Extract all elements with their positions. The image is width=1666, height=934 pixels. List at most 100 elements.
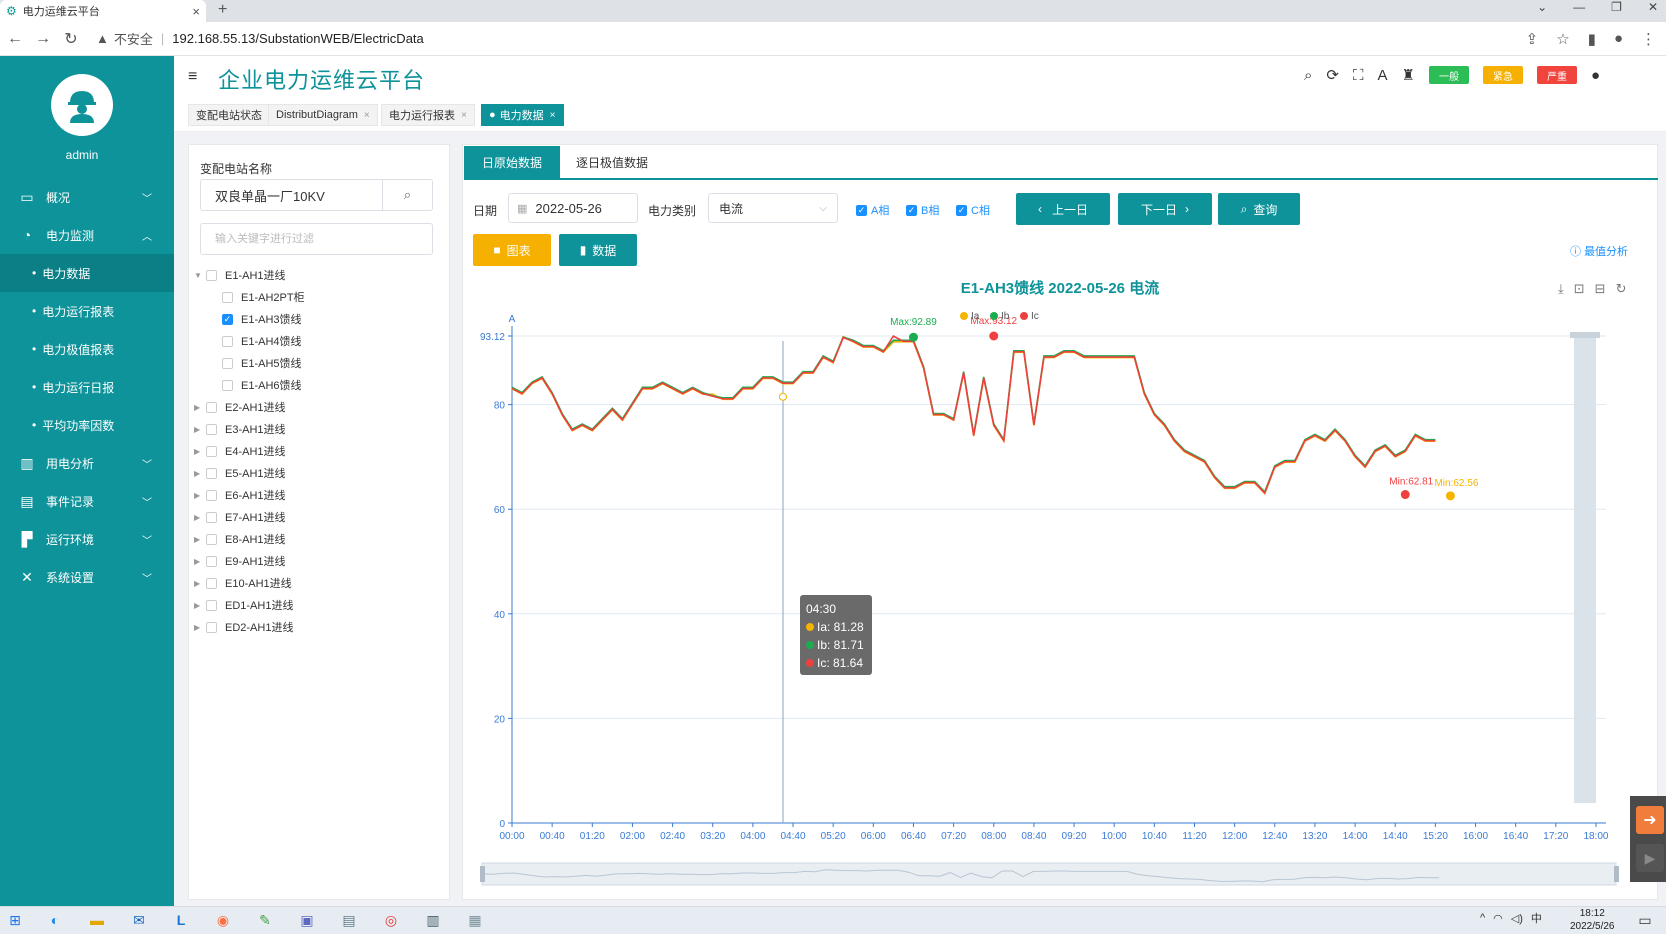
caret-right-icon[interactable]: ▶ <box>194 446 201 456</box>
level-severe-badge[interactable]: 严重 <box>1536 66 1577 84</box>
tree-node[interactable]: ✓ E1-AH3馈线 <box>194 308 434 330</box>
date-picker[interactable]: ▦ 2022-05-26 <box>508 193 638 223</box>
caret-right-icon[interactable]: ▶ <box>194 490 201 500</box>
clock[interactable]: 18:12 2022/5/26 <box>1570 907 1615 933</box>
close-icon[interactable]: × <box>363 109 370 121</box>
level-urgent-badge[interactable]: 紧急 <box>1482 66 1523 84</box>
tree-node[interactable]: ▶ E2-AH1进线 <box>194 396 434 418</box>
font-size-icon[interactable]: A <box>1377 66 1388 84</box>
app-icon[interactable]: ▣ <box>300 911 314 928</box>
checkbox[interactable] <box>206 269 217 281</box>
checkbox[interactable] <box>206 445 217 457</box>
caret-right-icon[interactable]: ▶ <box>194 578 201 588</box>
tree-node[interactable]: ▶ E4-AH1进线 <box>194 440 434 462</box>
checkbox[interactable] <box>206 423 217 435</box>
zoom-icon[interactable]: ⊡ <box>1573 281 1585 296</box>
checkbox[interactable] <box>206 511 217 523</box>
chevron-up-icon[interactable]: ^ <box>1480 912 1486 924</box>
download-icon[interactable]: ⤓ <box>1558 281 1564 296</box>
submenu-daily-report[interactable]: • 电力运行日报 <box>0 368 174 406</box>
checkbox-checked[interactable]: ✓ <box>222 313 233 325</box>
forward-icon[interactable]: → <box>35 29 51 47</box>
menu-environment[interactable]: ▛ 运行环境 ﹀ <box>0 520 174 558</box>
zoom-reset-icon[interactable]: ⊟ <box>1594 281 1606 296</box>
fullscreen-icon[interactable]: ⛶ <box>1352 66 1364 84</box>
tab-run-report[interactable]: 电力运行报表 × <box>381 104 475 126</box>
file-explorer-icon[interactable]: ▬ <box>90 912 104 928</box>
checkbox[interactable] <box>206 489 217 501</box>
video-icon[interactable]: ▶ <box>1636 844 1664 872</box>
caret-down-icon[interactable]: ▼ <box>194 270 202 280</box>
menu-overview[interactable]: ▭ 概况 ﹀ <box>0 178 174 216</box>
profile-icon[interactable]: ● <box>1613 30 1623 47</box>
tree-node[interactable]: ▶ E7-AH1进线 <box>194 506 434 528</box>
tree-node[interactable]: ▶ E3-AH1进线 <box>194 418 434 440</box>
caret-right-icon[interactable]: ▶ <box>194 512 201 522</box>
search-icon[interactable]: ⌕ <box>1304 66 1313 84</box>
checkbox-checked[interactable]: ✓ <box>956 204 967 216</box>
monitor-app-icon[interactable]: ▥ <box>426 911 440 928</box>
data-view-button[interactable]: ▮ 数据 <box>559 234 637 266</box>
reload-icon[interactable]: ↻ <box>64 30 78 48</box>
best-analysis-link[interactable]: ⓘ 最值分析 <box>1570 243 1628 259</box>
chrome-icon[interactable]: ◎ <box>384 911 398 928</box>
checkbox[interactable] <box>206 577 217 589</box>
notepad-icon[interactable]: ✎ <box>259 911 271 928</box>
checkbox[interactable] <box>222 357 233 369</box>
caret-right-icon[interactable]: ▶ <box>194 556 201 566</box>
tab-power-data[interactable]: ● 电力数据 × <box>481 104 564 126</box>
user-icon[interactable]: ● <box>1590 66 1601 84</box>
caret-right-icon[interactable]: ▶ <box>194 402 201 412</box>
browser-tab[interactable]: ⚙ 电力运维云平台 × <box>0 0 206 22</box>
more-menu-icon[interactable]: ⋮ <box>1641 31 1656 48</box>
site-select[interactable]: 双良单晶一厂10KV ⌕ <box>200 179 433 211</box>
notification-icon[interactable]: ▭ <box>1638 911 1652 928</box>
minimize-icon[interactable]: — <box>1573 0 1586 14</box>
chevron-down-icon[interactable]: ⌄ <box>1537 0 1548 14</box>
caret-right-icon[interactable]: ▶ <box>194 600 201 610</box>
firefox-icon[interactable]: ◉ <box>216 911 230 928</box>
windows-start-icon[interactable]: ⊞ <box>9 911 21 928</box>
close-icon[interactable]: × <box>549 109 556 121</box>
tab-station-status[interactable]: 变配电站状态 <box>188 104 270 126</box>
checkbox[interactable] <box>206 533 217 545</box>
caret-right-icon[interactable]: ▶ <box>194 468 201 478</box>
restore-icon[interactable]: ↻ <box>1615 281 1627 296</box>
checkbox[interactable] <box>206 621 217 633</box>
menu-event-log[interactable]: ▤ 事件记录 ﹀ <box>0 482 174 520</box>
tree-node[interactable]: ▶ ED1-AH1进线 <box>194 594 434 616</box>
tree-node[interactable]: ▶ E10-AH1进线 <box>194 572 434 594</box>
mail-icon[interactable]: ✉ <box>133 911 145 928</box>
restore-icon[interactable]: ❐ <box>1611 0 1622 14</box>
tree-node[interactable]: E1-AH6馈线 <box>194 374 434 396</box>
tree-node[interactable]: ▶ ED2-AH1进线 <box>194 616 434 638</box>
sidebar-panel-icon[interactable]: ▮ <box>1587 31 1596 48</box>
bookmark-star-icon[interactable]: ☆ <box>1556 31 1570 48</box>
refresh-icon[interactable]: ⟳ <box>1326 67 1339 84</box>
menu-power-monitor[interactable]: ◔ 电力监测 ︿ <box>0 216 174 254</box>
url-field[interactable]: ▲ 不安全 | 192.168.55.13/SubstationWEB/Elec… <box>96 29 424 48</box>
query-button[interactable]: ⌕ 查询 <box>1218 193 1300 225</box>
volume-icon[interactable]: ◁) <box>1510 912 1523 925</box>
share-icon[interactable]: ⇪ <box>1525 31 1539 48</box>
search-icon[interactable]: ⌕ <box>382 180 432 210</box>
checkbox[interactable] <box>222 379 233 391</box>
close-window-icon[interactable]: ✕ <box>1647 0 1658 14</box>
tree-node[interactable]: E1-AH5馈线 <box>194 352 434 374</box>
phase-b-checkbox[interactable]: ✓ B相 <box>906 202 939 218</box>
checkbox[interactable] <box>222 291 233 303</box>
menu-settings[interactable]: ✕ 系统设置 ﹀ <box>0 558 174 596</box>
checkbox[interactable] <box>206 599 217 611</box>
phase-a-checkbox[interactable]: ✓ A相 <box>856 202 889 218</box>
prev-day-button[interactable]: ‹ 上一日 <box>1016 193 1110 225</box>
close-tab-icon[interactable]: × <box>192 3 200 19</box>
close-icon[interactable]: × <box>461 109 467 121</box>
phase-c-checkbox[interactable]: ✓ C相 <box>956 202 990 218</box>
logout-arrow-icon[interactable]: ➜ <box>1636 806 1664 834</box>
app-l-icon[interactable]: L <box>176 912 186 928</box>
level-general-badge[interactable]: 一般 <box>1428 66 1469 84</box>
submenu-run-report[interactable]: • 电力运行报表 <box>0 292 174 330</box>
chart-view-button[interactable]: ■ 图表 <box>473 234 551 266</box>
tab-distribut-diagram[interactable]: DistributDiagram × <box>268 104 378 126</box>
submenu-power-data[interactable]: • 电力数据 <box>0 254 174 292</box>
